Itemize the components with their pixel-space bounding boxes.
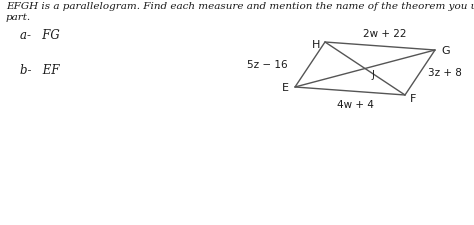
Text: 5z − 16: 5z − 16: [247, 60, 288, 70]
Text: 4w + 4: 4w + 4: [337, 99, 374, 110]
Text: b-   EF: b- EF: [20, 64, 60, 77]
Text: E: E: [282, 83, 289, 93]
Text: 2w + 22: 2w + 22: [363, 29, 407, 39]
Text: J: J: [371, 70, 374, 80]
Text: G: G: [441, 46, 450, 56]
Text: 3z + 8: 3z + 8: [428, 68, 462, 78]
Text: EFGH is a parallelogram. Find each measure and mention the name of the theorem y: EFGH is a parallelogram. Find each measu…: [6, 2, 474, 11]
Text: part.: part.: [6, 13, 31, 22]
Text: F: F: [410, 94, 416, 104]
Text: a-   FG: a- FG: [20, 29, 60, 42]
Text: H: H: [311, 40, 320, 50]
